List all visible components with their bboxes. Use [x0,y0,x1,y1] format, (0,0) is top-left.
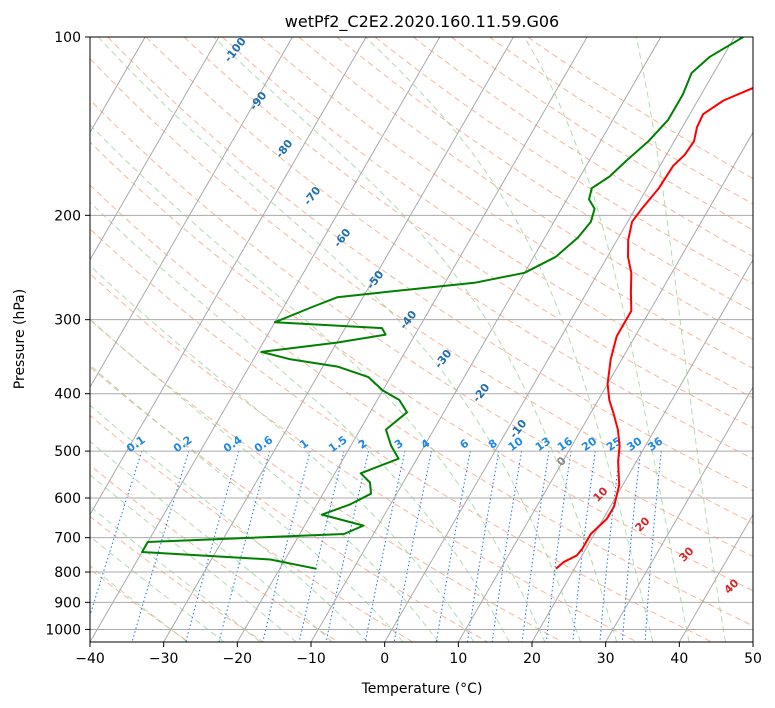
plot-frame [89,36,754,643]
y-axis-label: Pressure (hPa) [12,289,28,389]
mixing-ratio-line-16 [621,451,641,642]
moist-adiabats [90,37,727,642]
isotherm-11 [90,37,220,261]
x-tick-label-7: 30 [597,651,615,667]
moist-adiabat-7 [90,318,439,642]
dry-adiabat-20 [412,37,753,258]
y-tick-label-3: 400 [54,387,81,403]
isobar-gridlines [90,37,753,630]
dry-adiabat-5 [90,319,563,642]
dry-adiabat-16 [260,37,753,369]
moist-adiabat-3 [90,474,297,642]
x-tick-label-5: 10 [449,651,467,667]
isotherm-13 [90,37,367,516]
moist-adiabat-8 [90,265,475,642]
x-axis-label: Temperature (°C) [361,681,483,697]
y-tick-label-2: 300 [54,313,81,329]
dry-adiabat-10 [90,99,753,558]
y-tick-label-0: 100 [54,30,81,46]
dry-adiabat-1 [90,515,264,642]
mixing-ratio-line-10 [467,451,500,642]
y-tick-label-1: 200 [54,208,81,224]
moist-adiabat-9 [90,201,510,642]
isotherm-19 [457,131,753,642]
isotherm-22 [678,513,753,642]
profile-line-1 [141,37,744,570]
dry-adiabat-17 [298,37,753,341]
mixing-ratio-line-12 [521,451,550,642]
dry-adiabat-7 [90,228,712,642]
x-tick-label-8: 40 [670,651,688,667]
dry-adiabat-11 [90,57,753,524]
moist-adiabat-13 [365,37,654,642]
x-tick-label-3: −10 [296,651,326,667]
x-tick-label-1: −30 [149,651,179,667]
x-tick-label-4: 0 [380,651,389,667]
dry-adiabat-6 [90,273,638,642]
mixing-ratio-lines [90,450,662,642]
mixing-ratio-line-8 [393,451,432,642]
mixing-ratio-line-4 [262,450,311,642]
dry-adiabat-9 [90,141,753,592]
x-tick-label-6: 20 [523,651,541,667]
x-tick-label-2: −20 [223,651,253,667]
mixing-ratio-line-0 [90,450,143,617]
chart-title: wetPf2_C2E2.2020.160.11.59.G06 [285,12,559,32]
dry-adiabat-8 [90,184,753,627]
mixing-ratio-line-1 [131,450,190,642]
y-tick-label-6: 700 [54,531,81,547]
profile-line-0 [555,86,753,570]
isotherm-12 [90,37,293,389]
mixing-ratio-line-6 [325,450,370,642]
dry-adiabat-23 [527,37,753,180]
x-axis-ticks: −40 −30 −20 −10 0 10 20 30 40 50 [75,642,762,667]
x-tick-label-9: 50 [744,651,762,667]
isotherm-15 [163,37,514,642]
mixing-ratio-line-15 [599,451,621,642]
isotherm-18 [384,37,735,642]
isotherm-17 [310,37,662,642]
dry-adiabats [90,37,753,642]
mixing-ratio-line-5 [298,450,345,642]
dry-adiabat-22 [489,37,753,205]
mixing-ratio-line-7 [364,450,406,642]
y-axis-ticks: 100 200 300 400 500 600 700 800 900 1000 [45,30,90,638]
moist-adiabat-11 [97,37,582,642]
x-tick-label-0: −40 [75,651,105,667]
moist-adiabat-4 [90,440,333,642]
profile-series [141,37,753,570]
dry-adiabat-19 [374,37,753,285]
mixing-ratio-line-3 [218,450,271,642]
y-tick-label-4: 500 [54,444,81,460]
y-tick-label-5: 600 [54,491,81,507]
isotherm-16 [236,37,588,642]
dry-adiabat-15 [222,37,753,399]
moist-adiabat-14 [523,37,690,642]
isotherm-20 [531,258,753,642]
mixing-ratio-line-11 [491,451,523,642]
moist-adiabat-10 [90,124,546,642]
y-tick-label-8: 900 [54,595,81,611]
dry-adiabat-14 [183,37,753,429]
mixing-ratio-line-9 [435,451,471,642]
y-tick-label-7: 800 [54,565,81,581]
y-tick-label-9: 1000 [45,622,81,638]
moist-adiabat-5 [90,404,369,642]
moist-adiabat-15 [635,37,727,642]
isotherm-21 [605,386,753,642]
mixing-ratio-line-2 [185,450,240,642]
